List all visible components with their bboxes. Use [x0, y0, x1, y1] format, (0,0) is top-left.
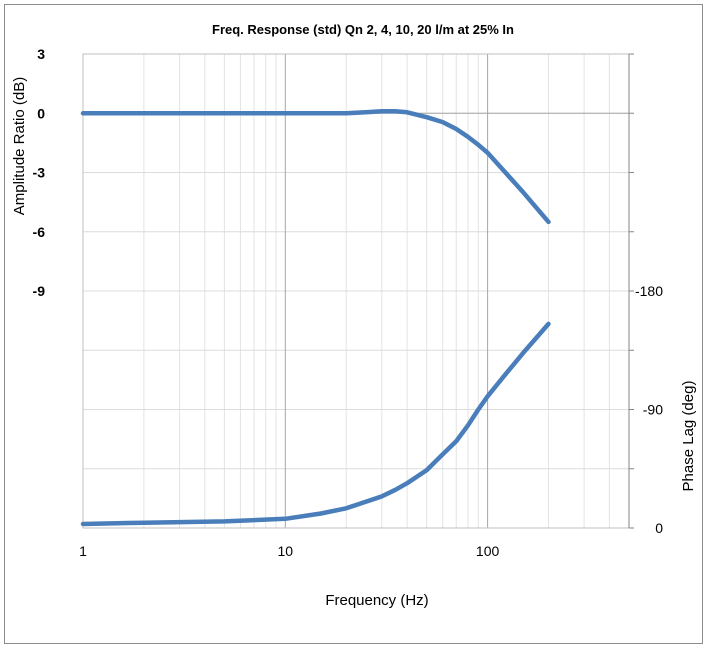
left-axis-label: Amplitude Ratio (dB) [11, 77, 28, 215]
x-axis-tick-label: 10 [278, 543, 294, 559]
chart-title: Freq. Response (std) Qn 2, 4, 10, 20 l/m… [212, 22, 514, 37]
left-axis-tick-label: 0 [37, 105, 45, 121]
minor-gridlines [83, 53, 629, 528]
x-axis-label: Frequency (Hz) [325, 592, 428, 609]
series-layer [80, 109, 551, 527]
x-axis-tick-labels: 1 10 100 [79, 543, 499, 559]
left-axis-tick-label: 3 [37, 46, 45, 62]
x-axis-tick-label: 100 [476, 543, 500, 559]
right-axis-tick-label: -180 [635, 283, 663, 299]
left-axis-tick-label: -3 [33, 165, 46, 181]
left-axis-tick-label: -9 [33, 283, 46, 299]
x-axis-tick-label: 1 [79, 543, 87, 559]
right-axis-label: Phase Lag (deg) [680, 381, 697, 492]
right-axis-ticks [629, 53, 634, 529]
left-axis-tick-label: -6 [33, 224, 46, 240]
right-axis-tick-labels: 0 -90 -180 [635, 283, 663, 536]
amplitude-series-line [80, 109, 551, 225]
chart-frame: Freq. Response (std) Qn 2, 4, 10, 20 l/m… [4, 4, 703, 644]
left-axis-tick-labels: 3 0 -3 -6 -9 [33, 46, 46, 299]
phase-series-line [80, 321, 551, 527]
frequency-response-chart: Freq. Response (std) Qn 2, 4, 10, 20 l/m… [11, 22, 697, 609]
right-axis-tick-label: -90 [643, 402, 663, 418]
right-axis-tick-label: 0 [655, 520, 663, 536]
